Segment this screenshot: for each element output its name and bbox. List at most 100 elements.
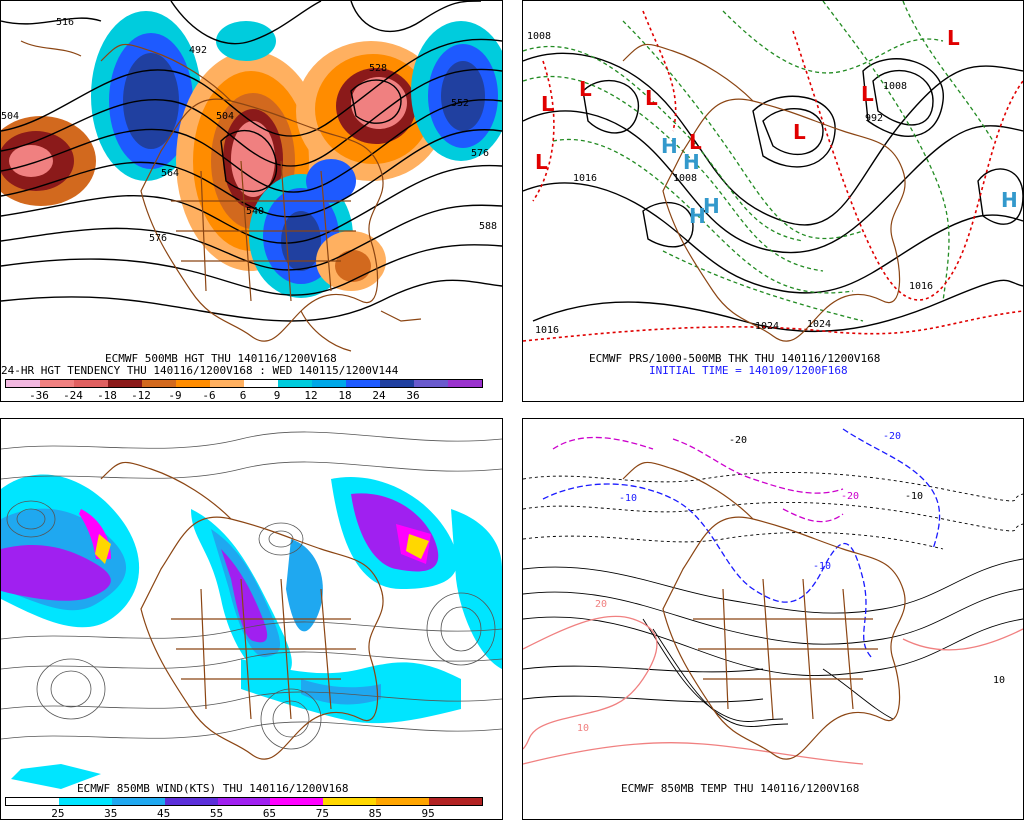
wind-speed-fill xyxy=(1,474,502,789)
thickness-warm xyxy=(523,10,1023,342)
colorbar-label: 85 xyxy=(368,807,382,820)
colorbar-swatch xyxy=(323,798,377,805)
isobar-label: 1024 xyxy=(755,321,779,332)
colorbar-swatch xyxy=(210,380,244,387)
colorbar-label: 9 xyxy=(273,389,281,402)
contour-labels: 516 504 588 528 552 576 492 576 540 504 … xyxy=(1,17,497,244)
colorbar-swatch xyxy=(278,380,312,387)
low-center: L xyxy=(541,92,554,116)
colorbar-label: 45 xyxy=(157,807,171,820)
temp-contours xyxy=(523,472,1023,727)
low-center: L xyxy=(947,26,960,50)
panel-title: ECMWF 850MB TEMP THU 140116/1200V168 xyxy=(621,782,860,795)
contour-label: 10 xyxy=(577,723,589,734)
colorbar-label: 65 xyxy=(262,807,277,820)
contour-label: 528 xyxy=(369,63,387,74)
colorbar-swatch xyxy=(108,380,142,387)
colorbar-swatch xyxy=(270,798,324,805)
panel-subtitle: 24-HR HGT TENDENCY THU 140116/1200V168 :… xyxy=(1,364,399,377)
colorbar-swatch xyxy=(40,380,74,387)
panel-title: ECMWF 850MB WIND(KTS) THU 140116/1200V16… xyxy=(77,782,349,795)
contour-label: 504 xyxy=(1,111,19,122)
colorbar-swatch xyxy=(111,798,165,805)
low-center: L xyxy=(535,150,548,174)
colorbar-label: 12 xyxy=(304,389,318,402)
high-center: H xyxy=(661,134,678,158)
low-center: L xyxy=(689,130,702,154)
colorbar-label: 95 xyxy=(421,807,435,820)
coastlines xyxy=(100,461,384,760)
temp-warm-contours xyxy=(523,615,1023,765)
isobar-label: 1016 xyxy=(909,281,933,292)
temp-cold-contours xyxy=(542,428,941,660)
low-center: L xyxy=(579,77,592,101)
colorbar-label: 18 xyxy=(338,389,352,402)
colorbar-label: -18 xyxy=(97,389,117,402)
colorbar-label: -36 xyxy=(29,389,49,402)
colorbar-swatch xyxy=(346,380,380,387)
high-center: H xyxy=(703,194,720,218)
colorbar-label: -24 xyxy=(63,389,83,402)
contour-label: 588 xyxy=(479,221,497,232)
isobar-label: 992 xyxy=(865,113,883,124)
colorbar-swatch xyxy=(142,380,176,387)
temp-labels: -20 -10 -10 -20 -10 20 10 10 -20 xyxy=(577,431,1005,734)
colorbar-label: 6 xyxy=(239,389,247,402)
colorbar-swatch xyxy=(176,380,210,387)
colorbar-swatch xyxy=(312,380,346,387)
isobar-label: 1008 xyxy=(883,81,907,92)
panel-title: ECMWF 500MB HGT THU 140116/1200V168 xyxy=(105,352,337,365)
contour-label: 564 xyxy=(161,168,179,179)
low-center: L xyxy=(861,82,874,106)
coastlines xyxy=(20,40,422,352)
contour-label: 576 xyxy=(471,148,489,159)
colorbar-swatch xyxy=(164,798,218,805)
pressure-centers: L L L L L L L L H H H H H xyxy=(535,26,1018,228)
coastlines xyxy=(622,461,906,760)
low-center: L xyxy=(793,120,806,144)
high-center: H xyxy=(689,204,706,228)
contour-label: -10 xyxy=(619,493,637,504)
contour-label: 516 xyxy=(56,17,74,28)
colorbar-swatch xyxy=(6,380,40,387)
contour-label: -20 xyxy=(729,435,747,446)
isobar-label: 1016 xyxy=(573,173,597,184)
panel-850mb-temp: -20 -10 -10 -20 -10 20 10 10 -20 ECMWF 8… xyxy=(522,418,1024,820)
streamlines xyxy=(1,431,502,750)
high-center: H xyxy=(683,150,700,174)
map-pressure-thickness: 1008 1016 1016 1024 1024 1008 1016 992 1… xyxy=(523,1,1023,342)
colorbar-swatch xyxy=(448,380,482,387)
panel-subtitle: INITIAL TIME = 140109/1200F168 xyxy=(649,364,848,377)
colorbar-swatch xyxy=(6,798,59,805)
colorbar-label: -12 xyxy=(131,389,151,402)
isobars xyxy=(523,52,1023,333)
height-contours xyxy=(1,1,502,322)
isobar-label: 1008 xyxy=(527,31,551,42)
map-850mb-wind xyxy=(1,431,502,789)
contour-label: 20 xyxy=(595,599,607,610)
colorbar-label: -9 xyxy=(168,389,182,402)
colorbar-swatch xyxy=(58,798,112,805)
colorbar-swatch xyxy=(376,798,430,805)
colorbar-swatch xyxy=(380,380,414,387)
contour-label: -10 xyxy=(905,491,923,502)
coastlines xyxy=(622,43,906,342)
panel-title: ECMWF PRS/1000-500MB THK THU 140116/1200… xyxy=(589,352,881,365)
tendency-colorbar xyxy=(5,379,483,388)
isobar-label: 1024 xyxy=(807,319,831,330)
contour-label: 552 xyxy=(451,98,469,109)
pressure-labels: 1008 1016 1016 1024 1024 1008 1016 992 1… xyxy=(527,31,933,336)
wind-colorbar xyxy=(5,797,483,806)
colorbar-label: 55 xyxy=(209,807,224,820)
panel-850mb-wind: ECMWF 850MB WIND(KTS) THU 140116/1200V16… xyxy=(0,418,503,820)
contour-label: 576 xyxy=(149,233,167,244)
colorbar-swatch xyxy=(429,798,483,805)
contour-label: 492 xyxy=(189,45,207,56)
colorbar-label: 25 xyxy=(51,807,65,820)
low-center: L xyxy=(645,86,658,110)
colorbar-swatch xyxy=(217,798,271,805)
thickness-cold xyxy=(523,1,994,322)
map-500mb-height: 516 504 588 528 552 576 492 576 540 504 … xyxy=(1,1,502,352)
contour-label: -20 xyxy=(841,491,859,502)
isobar-label: 1008 xyxy=(673,173,697,184)
